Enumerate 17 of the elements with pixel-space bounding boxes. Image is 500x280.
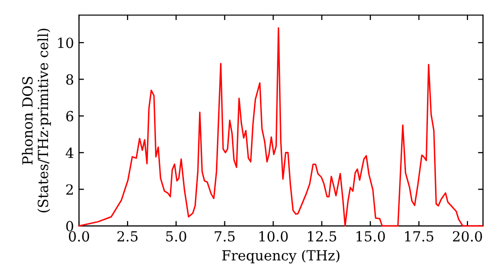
y-tick-label: 0 [66, 220, 74, 232]
x-tick-label: 15.0 [356, 231, 385, 242]
x-tick-label: 2.5 [117, 231, 138, 242]
y-tick-label: 4 [66, 148, 74, 158]
x-tick-label: 0.0 [68, 231, 90, 242]
x-tick-label: 10.0 [259, 231, 288, 242]
y-tick-label: 10 [58, 38, 74, 48]
x-tick-label: 12.5 [308, 231, 336, 242]
x-tick-label: 5.0 [166, 231, 186, 242]
y-tick-label: 8 [66, 74, 74, 85]
y-axis-title: Phonon DOS (States/THz·primitive cell) [22, 28, 51, 212]
x-axis-title: Frequency (THz) [222, 250, 340, 264]
y-tick-label: 2 [66, 184, 73, 195]
x-tick-label: 20.0 [452, 231, 482, 242]
x-tick-label: 7.5 [214, 231, 235, 242]
y-tick-label: 6 [66, 110, 74, 122]
x-tick-label: 17.5 [405, 231, 434, 242]
